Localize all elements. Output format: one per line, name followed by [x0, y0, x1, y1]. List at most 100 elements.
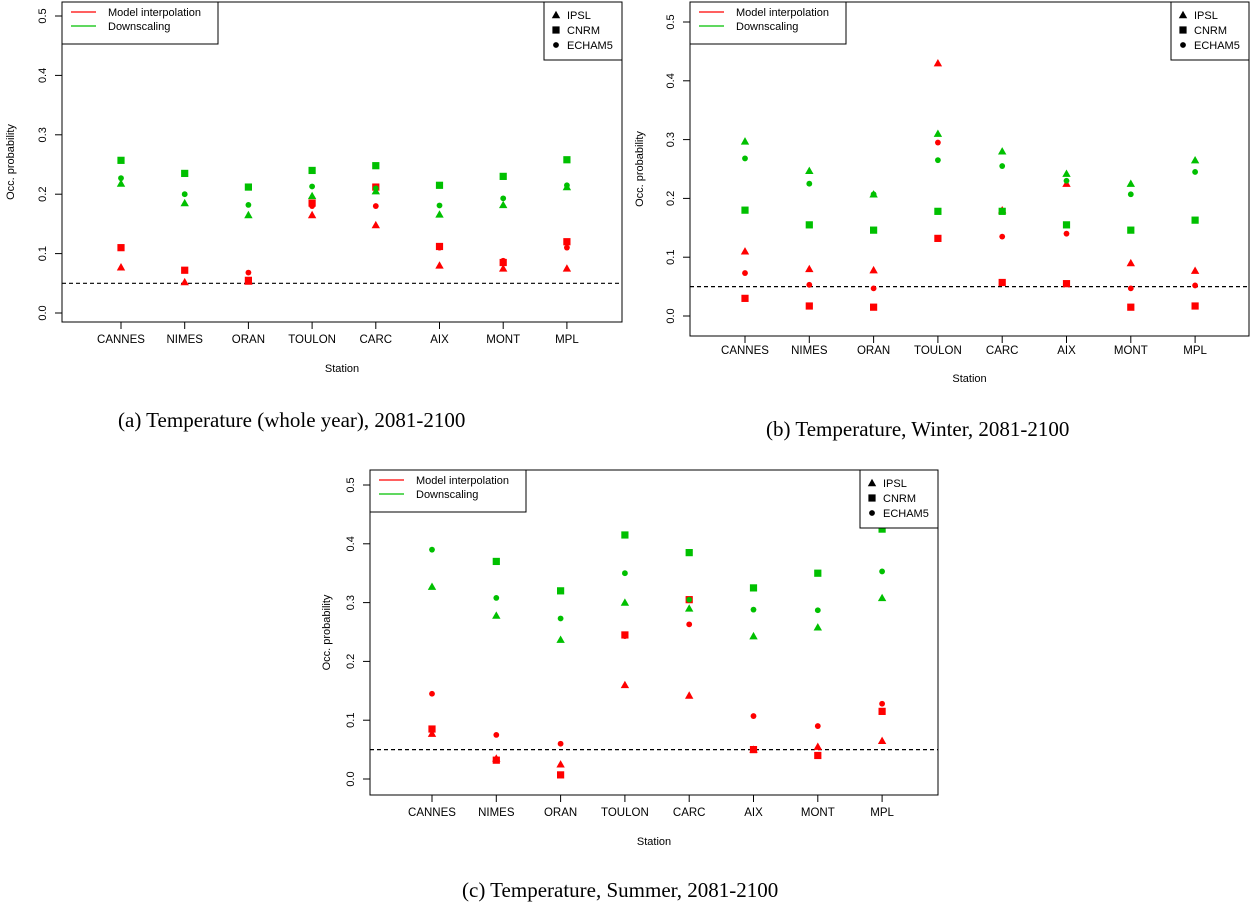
data-point	[564, 244, 570, 251]
y-tick-label: 0.2	[37, 187, 49, 202]
legend-marker	[553, 42, 559, 48]
x-tick-label: ORAN	[232, 334, 265, 346]
chart-panel-a: 0.0 0.1 0.2 0.3 0.4 0.5 Occ. probability CANNES…	[5, 1, 623, 375]
data-point	[562, 264, 572, 272]
data-point	[813, 742, 822, 750]
y-axis-title: Occ. probability	[321, 594, 333, 670]
x-tick-label: NIMES	[478, 807, 515, 819]
data-point	[427, 729, 437, 737]
data-point	[685, 691, 694, 699]
data-point	[557, 740, 564, 747]
x-tick-label: TOULON	[914, 345, 962, 357]
legend-box	[689, 1, 847, 45]
caption-a: (a) Temperature (whole year), 2081-2100	[118, 408, 466, 432]
data-point	[814, 569, 822, 577]
data-point	[877, 736, 887, 744]
y-tick-label: 0.0	[665, 308, 677, 323]
data-point	[309, 203, 315, 209]
data-point	[686, 621, 693, 628]
data-point	[879, 700, 885, 707]
data-point	[429, 690, 435, 697]
data-point	[500, 257, 507, 264]
legend-label: IPSL	[883, 478, 907, 490]
y-axis-title: Occ. probability	[5, 124, 17, 200]
data-point	[492, 611, 501, 619]
legend-label: CNRM	[567, 25, 600, 37]
legend-methods: Model interpolation Downscaling	[369, 469, 527, 513]
data-point	[499, 200, 508, 209]
y-tick-label: 0.2	[345, 654, 357, 669]
legend-box	[369, 469, 527, 513]
data-point	[492, 557, 500, 566]
data-point	[685, 549, 693, 557]
data-point	[933, 129, 943, 137]
data-point	[436, 202, 443, 209]
x-tick-label: MPL	[1183, 345, 1207, 357]
x-tick-label: MONT	[486, 334, 520, 346]
data-point	[499, 264, 508, 272]
data-point	[998, 207, 1006, 215]
data-point	[308, 199, 316, 207]
data-point	[563, 156, 571, 164]
x-tick-label: CARC	[360, 334, 393, 346]
legend-marker	[1180, 42, 1186, 48]
legend-models: IPSL CNRM ECHAM5	[859, 469, 939, 529]
data-point	[118, 175, 124, 182]
data-point	[181, 169, 189, 178]
legend-marker	[1179, 26, 1187, 34]
legend-label: ECHAM5	[883, 508, 929, 520]
data-point	[1063, 230, 1070, 237]
y-tick-label: 0.1	[37, 246, 49, 261]
data-point	[934, 234, 942, 242]
data-point	[245, 201, 252, 208]
data-point	[814, 751, 822, 760]
y-tick-label: 0.4	[345, 536, 357, 551]
data-point	[372, 185, 379, 192]
data-point	[116, 263, 126, 271]
legend-methods: Model interpolation Downscaling	[61, 1, 219, 45]
y-tick-label: 0.4	[665, 73, 677, 88]
x-tick-label: TOULON	[601, 807, 649, 819]
data-point	[805, 221, 813, 229]
legend-box	[859, 469, 939, 529]
legend-marker	[551, 10, 561, 19]
x-tick-label: ORAN	[544, 807, 577, 819]
data-point	[244, 183, 252, 191]
data-point	[1127, 226, 1135, 234]
x-tick-label: AIX	[744, 807, 763, 819]
y-tick-label: 0.1	[345, 713, 357, 728]
data-point	[1192, 169, 1198, 175]
data-point	[1127, 191, 1134, 198]
data-point	[556, 635, 565, 643]
data-point	[1192, 282, 1198, 289]
legend-marker	[552, 26, 560, 34]
data-point	[622, 570, 628, 577]
chart-panel-c: 0.0 0.1 0.2 0.3 0.4 0.5 Occ. probability CANNES…	[321, 469, 939, 848]
y-tick-label: 0.0	[345, 771, 357, 786]
legend-marker	[867, 478, 877, 487]
data-point	[372, 203, 379, 209]
data-point	[878, 707, 886, 715]
x-tick-label: CARC	[986, 345, 1019, 357]
data-point	[750, 713, 757, 719]
data-point	[556, 760, 565, 768]
data-point	[493, 732, 500, 738]
data-point	[750, 606, 757, 613]
legend-label: Model interpolation	[108, 7, 201, 19]
data-point	[749, 746, 758, 754]
data-point	[436, 244, 443, 251]
data-point	[308, 166, 316, 175]
data-point	[117, 156, 125, 164]
x-axis-title: Station	[637, 836, 671, 848]
x-tick-label: MONT	[1114, 345, 1148, 357]
data-point	[870, 191, 877, 198]
data-point	[1127, 285, 1134, 292]
y-tick-label: 0.1	[665, 250, 677, 265]
data-point	[740, 137, 750, 145]
data-point	[749, 584, 758, 592]
x-tick-label: TOULON	[288, 334, 336, 346]
chart-panel-b: 0.0 0.1 0.2 0.3 0.4 0.5 Occ. probability CANNES…	[634, 1, 1250, 385]
legend-models: IPSL CNRM ECHAM5	[543, 1, 623, 61]
data-point	[435, 261, 444, 269]
